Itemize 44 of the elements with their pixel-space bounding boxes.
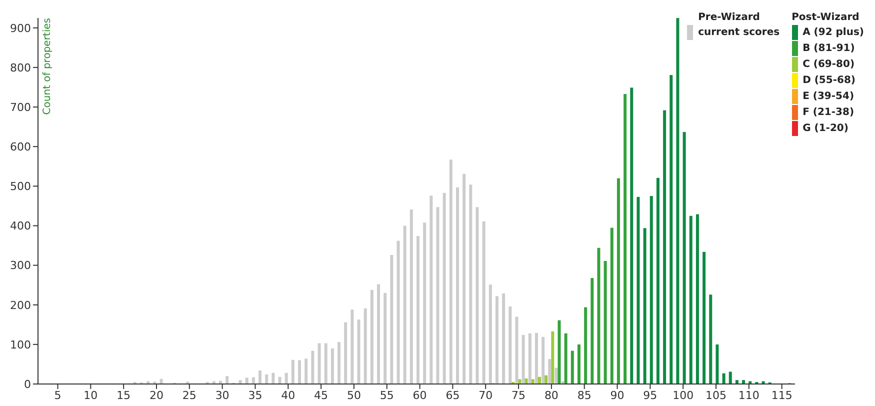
x-tick-label: 55	[380, 388, 394, 402]
x-tick-label: 100	[672, 388, 694, 402]
y-axis-title: Count of properties	[42, 18, 53, 115]
x-tick-label: 10	[84, 388, 98, 402]
x-tick-label: 115	[771, 388, 792, 402]
x-tick-label: 45	[314, 388, 328, 402]
legend-label: current scores	[697, 26, 780, 40]
legend-title: Post-Wizard	[792, 12, 860, 23]
x-tick-label: 50	[346, 388, 361, 402]
annotation: Pre-Wizard	[697, 12, 761, 23]
y-tick-label: 0	[24, 378, 31, 391]
legend-label: A (92 plus)	[802, 26, 864, 40]
x-tick-label: 25	[182, 388, 196, 402]
x-tick-label: 35	[248, 388, 262, 402]
y-tick-label: 500	[10, 180, 31, 194]
x-tick-label: 30	[215, 388, 230, 402]
legend-label: F (21-38)	[802, 106, 856, 120]
x-tick-label: 20	[149, 388, 164, 402]
y-tick-label: 900	[10, 22, 31, 35]
legend-label: G (1-20)	[802, 122, 850, 136]
x-tick-label: 105	[706, 388, 727, 402]
x-tick-label: 110	[738, 388, 760, 402]
y-tick-label: 300	[10, 259, 31, 272]
y-tick-label: 800	[10, 61, 31, 74]
y-tick-label: 100	[10, 338, 31, 352]
y-tick-label: 400	[10, 220, 31, 233]
legend-label: B (81-91)	[802, 42, 856, 56]
y-tick-label: 700	[10, 100, 31, 114]
x-tick-label: 5	[54, 388, 62, 402]
x-tick-label: 70	[478, 388, 493, 402]
x-tick-label: 65	[446, 388, 460, 402]
x-tick-label: 15	[116, 388, 131, 402]
legend-label: D (55-68)	[802, 74, 856, 88]
x-tick-label: 60	[412, 388, 427, 402]
x-tick-label: 40	[281, 388, 296, 402]
x-tick-label: 90	[610, 388, 624, 402]
x-tick-label: 95	[643, 388, 658, 402]
y-tick-label: 200	[10, 298, 31, 312]
y-tick-label: 600	[10, 140, 31, 154]
legend-label: E (39-54)	[802, 90, 856, 104]
legend-label: C (69-80)	[802, 58, 856, 72]
x-tick-label: 75	[512, 388, 526, 402]
x-tick-label: 80	[544, 388, 558, 402]
x-tick-label: 85	[577, 388, 592, 402]
